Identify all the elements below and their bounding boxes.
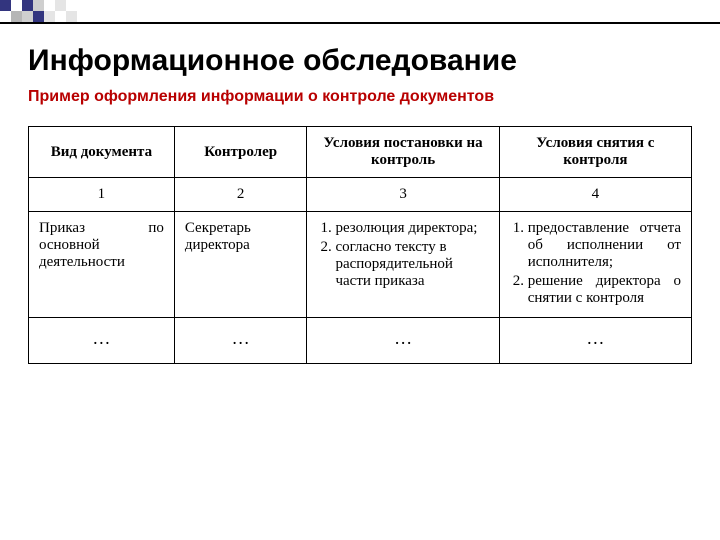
page-title: Информационное обследование — [28, 44, 692, 78]
doc-text: Приказ по основной деятельности — [39, 220, 164, 271]
dots-2: … — [174, 318, 307, 364]
num-3: 3 — [307, 178, 499, 212]
num-1: 1 — [29, 178, 175, 212]
cell-cond-on: резолюция директора; согласно тексту в р… — [307, 212, 499, 318]
slide-content: Информационное обследование Пример оформ… — [0, 24, 720, 392]
num-2: 2 — [174, 178, 307, 212]
cell-doc: Приказ по основной деятельности — [29, 212, 175, 318]
data-row: Приказ по основной деятельности Секретар… — [29, 212, 692, 318]
num-4: 4 — [499, 178, 691, 212]
dots-4: … — [499, 318, 691, 364]
ellipsis-row: … … … … — [29, 318, 692, 364]
dots-3: … — [307, 318, 499, 364]
number-row: 1 2 3 4 — [29, 178, 692, 212]
cond-off-2: решение директора о снятии с контроля — [528, 273, 681, 307]
cell-cond-off: предоставление отчета об исполнении от и… — [499, 212, 691, 318]
th-cond-off: Условия снятия с контроля — [499, 127, 691, 178]
cond-off-1: предоставление отчета об исполнении от и… — [528, 220, 681, 271]
th-cond-on: Условия постановки на контроль — [307, 127, 499, 178]
page-subtitle: Пример оформления информации о контроле … — [28, 88, 692, 106]
cond-on-2: согласно тексту в распорядительной части… — [335, 239, 488, 290]
th-doc: Вид документа — [29, 127, 175, 178]
decor-squares — [0, 0, 720, 22]
cond-on-1: резолюция директора; — [335, 220, 488, 237]
th-controller: Контролер — [174, 127, 307, 178]
control-table: Вид документа Контролер Условия постанов… — [28, 126, 692, 364]
header-row: Вид документа Контролер Условия постанов… — [29, 127, 692, 178]
dots-1: … — [29, 318, 175, 364]
cell-controller: Секретарь директора — [174, 212, 307, 318]
